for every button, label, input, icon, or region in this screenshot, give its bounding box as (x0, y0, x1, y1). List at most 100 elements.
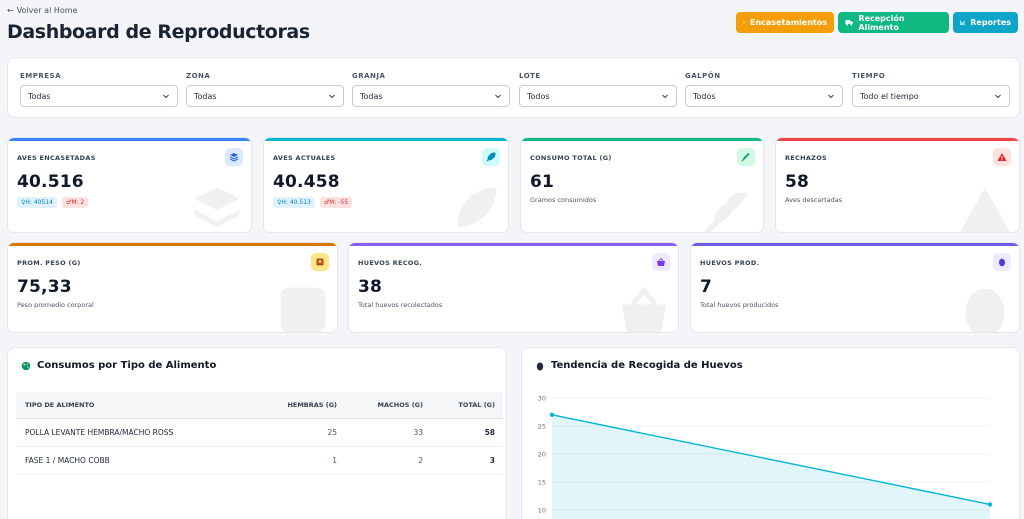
chevron-down-icon (329, 94, 335, 99)
card-prom-peso: PROM. PESO (G) 75,33 Peso promedio corpo… (7, 242, 338, 333)
filter-lote-label: LOTE (519, 72, 541, 80)
cell-machos: 2 (418, 456, 423, 465)
filter-galpon-label: GALPÓN (685, 72, 721, 80)
consumos-panel: Consumos por Tipo de Alimento (7, 347, 507, 519)
card-consumo-total: CONSUMO TOTAL (G) 61 Gramos consumidos (520, 137, 764, 233)
filter-galpon: GALPÓN Todos (685, 72, 843, 107)
filter-granja-label: GRANJA (352, 72, 386, 80)
card-accent-bar (264, 138, 508, 141)
y-tick-label: 25 (538, 423, 546, 431)
filter-empresa: EMPRESA Todas (20, 72, 178, 107)
table-header: TIPO DE ALIMENTO HEMBRAS (G) MACHOS (G) … (16, 392, 503, 419)
egg-trend-chart: 30 25 20 15 10 (538, 395, 993, 519)
tiempo-select-value: Todo el tiempo (860, 91, 919, 101)
encasetamientos-label: Encasetamientos (750, 18, 827, 27)
card-label: AVES ENCASETADAS (17, 154, 96, 162)
back-link-label: Volver al Home (16, 6, 78, 15)
consumos-title: Consumos por Tipo de Alimento (21, 360, 216, 371)
tendencia-title: Tendencia de Recogida de Huevos (535, 360, 743, 371)
zona-select[interactable]: Todas (186, 85, 344, 107)
card-accent-bar (8, 138, 251, 141)
wheat-watermark-icon (704, 191, 748, 232)
egg-icon (993, 253, 1011, 271)
y-tick-label: 10 (538, 507, 546, 515)
card-label: RECHAZOS (785, 154, 828, 162)
chevron-down-icon (995, 94, 1001, 99)
galpon-select[interactable]: Todos (685, 85, 843, 107)
cell-hembras: 1 (332, 456, 337, 465)
basket-watermark-icon (621, 286, 667, 332)
granja-select[interactable]: Todas (352, 85, 510, 107)
card-subtext: Aves descartadas (785, 196, 843, 204)
card-value: 40.458 (273, 172, 340, 192)
cell-total: 3 (489, 456, 495, 465)
col-total: TOTAL (G) (458, 401, 495, 409)
feather-watermark-icon (452, 187, 497, 232)
y-tick-label: 20 (538, 451, 546, 459)
back-link[interactable]: ← Volver al Home (7, 6, 77, 15)
badge-hembras: ♀H: 40.513 (273, 197, 315, 208)
card-aves-encasetadas: AVES ENCASETADAS 40.516 ♀H: 40514 ♂M: 2 (7, 137, 252, 233)
egg-watermark-icon (965, 288, 1005, 332)
card-subtext: Total huevos producidos (700, 301, 779, 309)
card-label: HUEVOS RECOG. (358, 259, 422, 267)
card-label: CONSUMO TOTAL (G) (530, 154, 612, 162)
basket-icon (652, 253, 670, 271)
chart-points (549, 412, 993, 507)
zona-select-value: Todas (194, 91, 217, 101)
badge-hembras: ♀H: 40514 (17, 197, 57, 208)
chart-area (552, 414, 990, 519)
card-label: PROM. PESO (G) (17, 259, 81, 267)
layers-watermark-icon (194, 187, 240, 227)
tendencia-panel: Tendencia de Recogida de Huevos (521, 347, 1020, 519)
y-tick-label: 15 (538, 479, 546, 487)
col-tipo: TIPO DE ALIMENTO (25, 401, 95, 409)
data-point[interactable] (549, 412, 555, 417)
egg-icon (536, 362, 544, 370)
card-subtext: Total huevos recolectados (358, 301, 443, 309)
feather-icon (482, 148, 500, 166)
card-value: 58 (785, 172, 810, 192)
card-aves-actuales: AVES ACTUALES 40.458 ♀H: 40.513 ♂M: -55 (263, 137, 509, 233)
truck-icon (845, 19, 854, 26)
scale-icon (311, 253, 329, 271)
recepcion-alimento-label: Recepción Alimento (858, 13, 905, 32)
card-label: HUEVOS PROD. (700, 259, 760, 267)
arrow-left-icon: ← (7, 6, 14, 15)
home-icon (743, 21, 745, 24)
chart-line (551, 414, 991, 506)
reportes-label: Reportes (970, 18, 1011, 27)
warning-watermark-icon (960, 187, 1010, 232)
chart-y-axis: 30 25 20 15 10 (538, 395, 546, 515)
card-label: AVES ACTUALES (273, 154, 336, 162)
card-subtext: Peso promedio corporal (17, 301, 94, 309)
page-title: Dashboard de Reproductoras (7, 21, 310, 43)
encasetamientos-button[interactable]: Encasetamientos (736, 12, 834, 33)
filter-zona-label: ZONA (186, 72, 211, 80)
col-hembras: HEMBRAS (G) (287, 401, 337, 409)
card-subtext: Gramos consumidos (530, 196, 597, 204)
card-value: 7 (700, 277, 713, 297)
card-accent-bar (521, 138, 763, 141)
palette-icon (21, 361, 31, 370)
data-point[interactable] (987, 502, 993, 507)
table-row: FASE 1 / MACHO COBB 1 2 3 (16, 447, 503, 475)
wheat-icon (737, 148, 755, 166)
card-accent-bar (776, 138, 1019, 141)
cell-tipo: POLLA LEVANTE HEMBRA/MACHO ROSS (25, 428, 174, 437)
filter-tiempo: TIEMPO Todo el tiempo (852, 72, 1010, 107)
chevron-down-icon (495, 94, 501, 99)
consumos-title-text: Consumos por Tipo de Alimento (37, 360, 217, 371)
lote-select[interactable]: Todos (519, 85, 677, 107)
warning-icon (993, 148, 1011, 166)
filter-empresa-label: EMPRESA (20, 72, 62, 80)
card-huevos-prod: HUEVOS PROD. 7 Total huevos producidos (690, 242, 1020, 333)
empresa-select[interactable]: Todas (20, 85, 178, 107)
reportes-button[interactable]: Reportes (953, 12, 1018, 33)
cell-tipo: FASE 1 / MACHO COBB (25, 456, 110, 465)
consumos-table: TIPO DE ALIMENTO HEMBRAS (G) MACHOS (G) … (16, 392, 503, 475)
chart-icon (960, 20, 965, 25)
tiempo-select[interactable]: Todo el tiempo (852, 85, 1010, 107)
card-value: 40.516 (17, 172, 84, 192)
recepcion-alimento-button[interactable]: Recepción Alimento (838, 12, 949, 33)
